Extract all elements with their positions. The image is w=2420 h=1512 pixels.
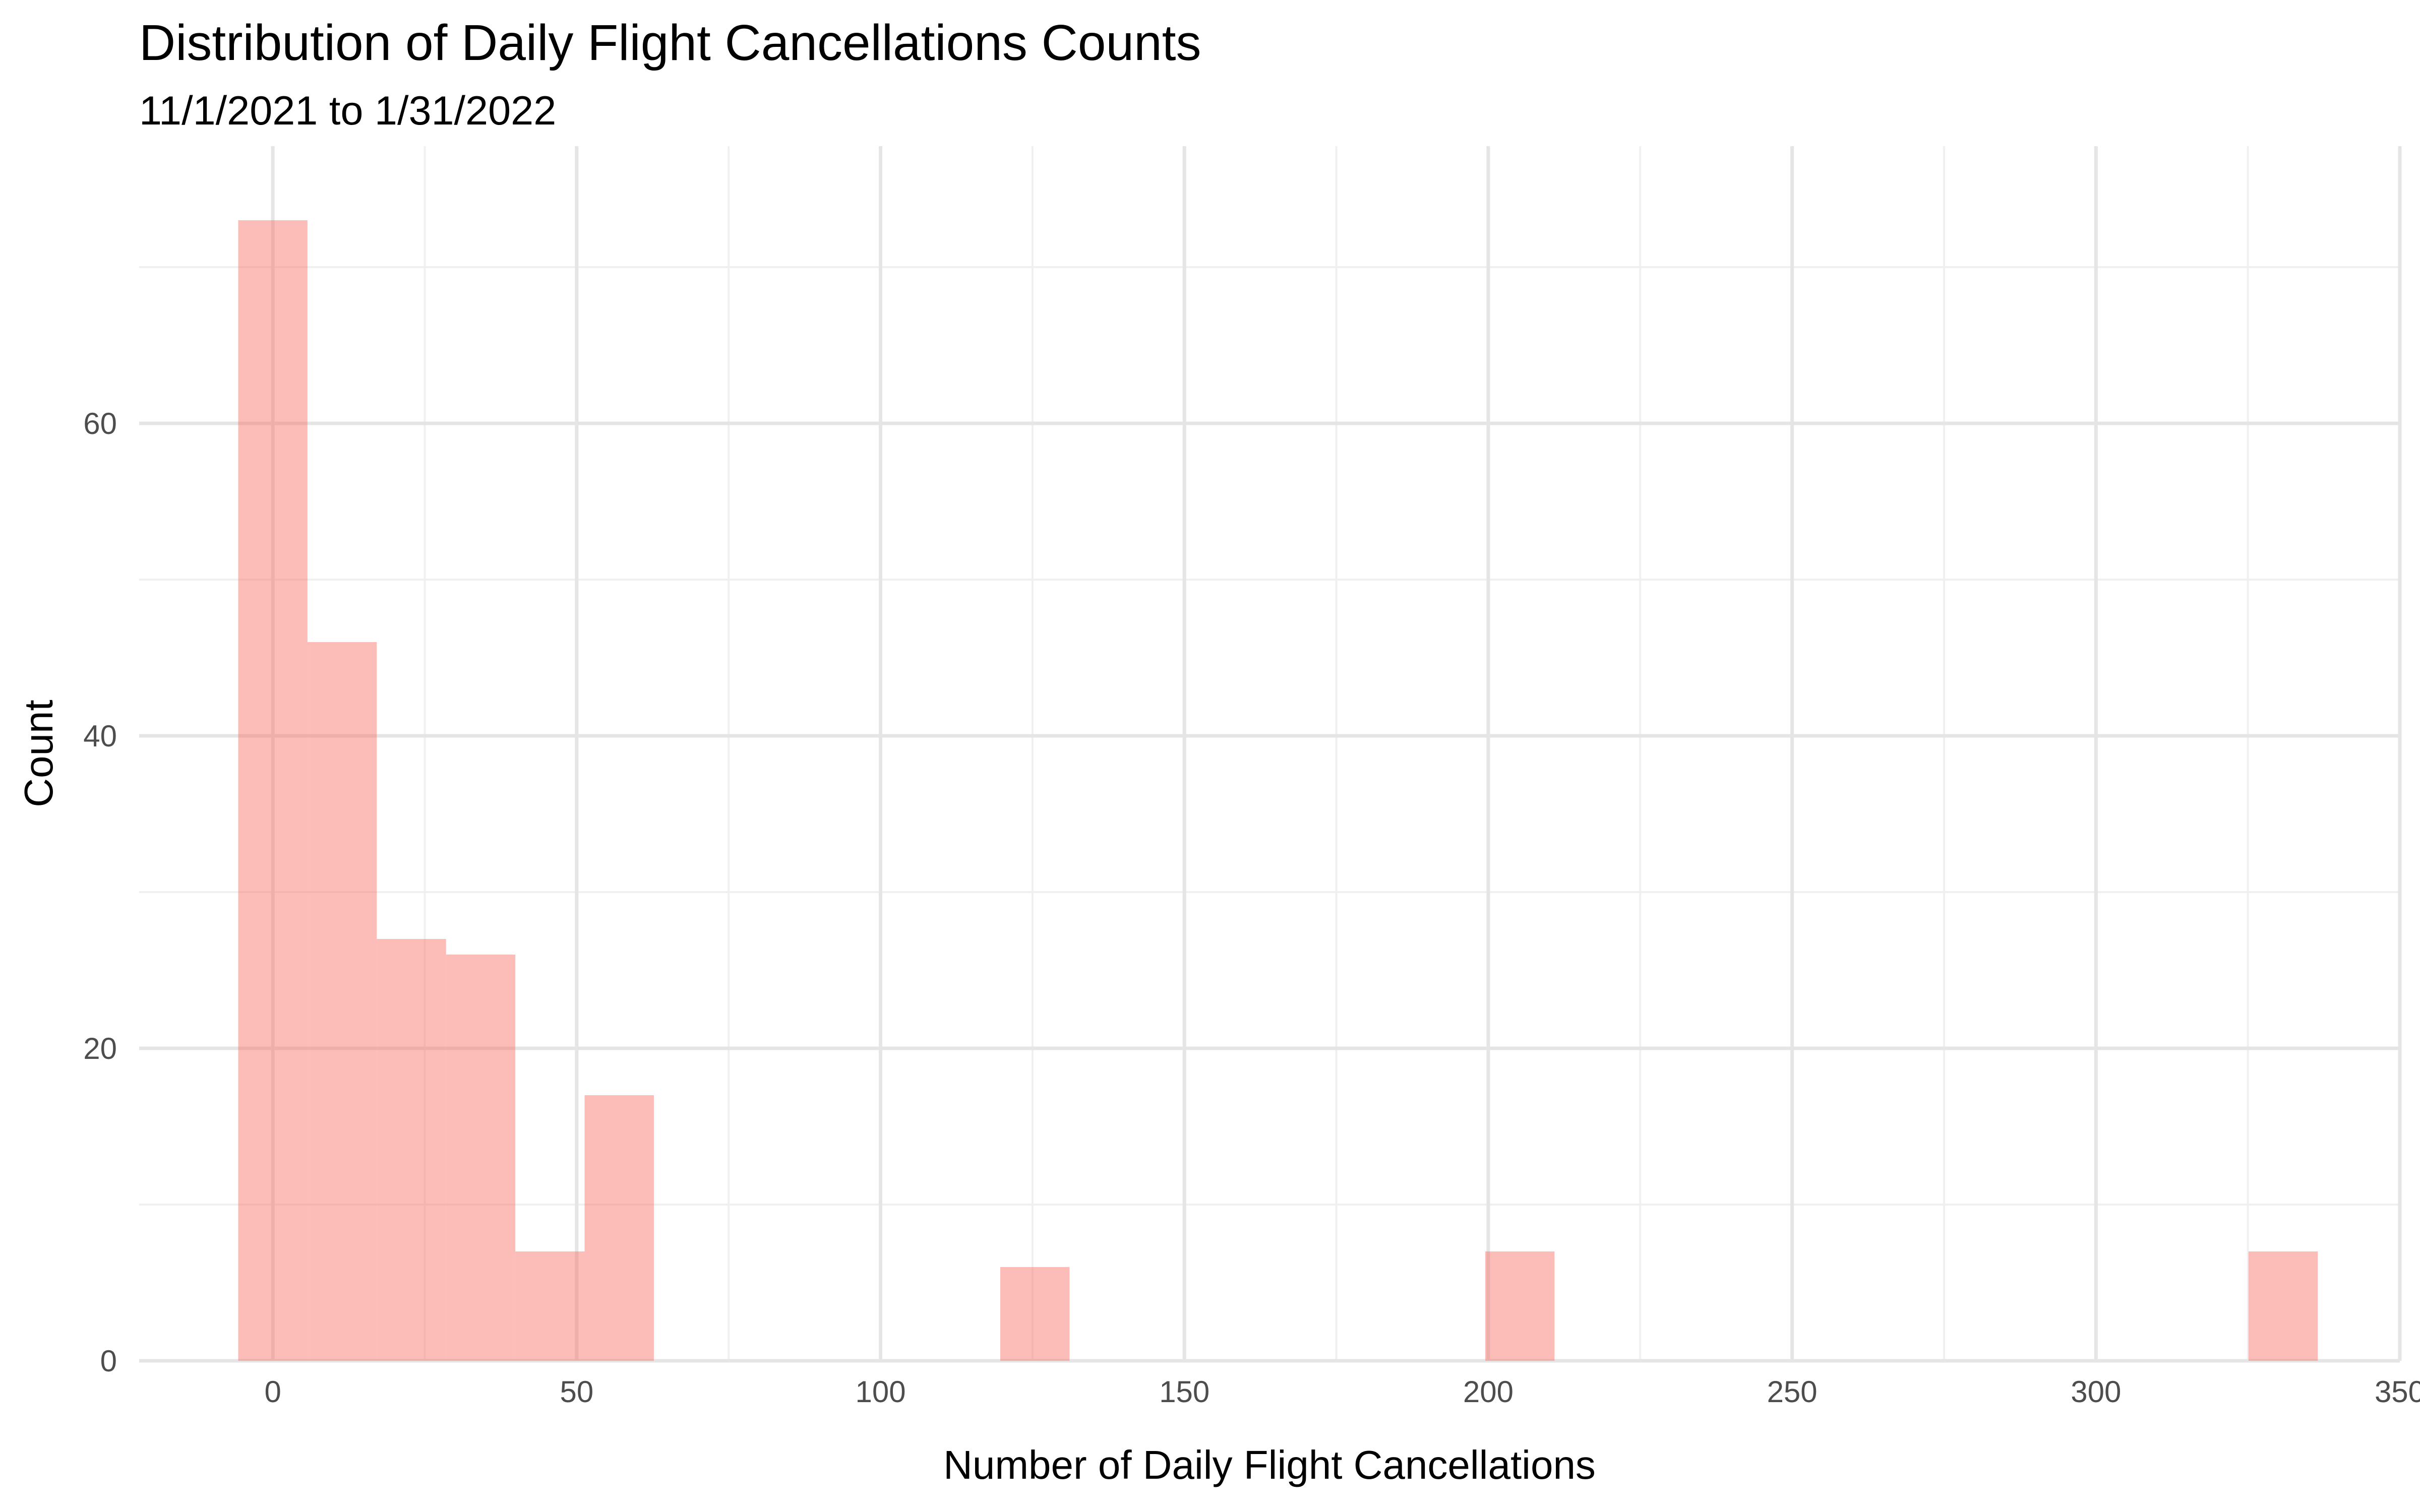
x-tick-label: 150	[1159, 1375, 1209, 1409]
x-axis-tick-labels: 0 50 100 150 200 250 300 350	[264, 1375, 2420, 1409]
y-tick-label: 0	[100, 1344, 117, 1378]
x-tick-label: 100	[856, 1375, 906, 1409]
histogram-bar	[584, 1095, 654, 1361]
histogram-bar	[1000, 1267, 1070, 1361]
minor-gridlines	[139, 146, 2400, 1361]
chart-subtitle: 11/1/2021 to 1/31/2022	[139, 88, 557, 134]
histogram-bar	[515, 1251, 585, 1361]
major-gridlines	[139, 146, 2402, 1363]
chart-title: Distribution of Daily Flight Cancellatio…	[139, 15, 1201, 71]
histogram-bar	[307, 642, 377, 1361]
x-tick-label: 200	[1463, 1375, 1514, 1409]
y-axis-tick-labels: 0 20 40 60	[83, 407, 117, 1378]
x-tick-label: 300	[2071, 1375, 2121, 1409]
y-tick-label: 20	[83, 1032, 117, 1065]
y-tick-label: 40	[83, 719, 117, 753]
histogram-bar	[1485, 1251, 1555, 1361]
histogram-bar	[446, 955, 516, 1361]
y-axis-title: Count	[16, 700, 61, 807]
y-tick-label: 60	[83, 407, 117, 440]
histogram-bar	[377, 939, 446, 1361]
x-tick-label: 0	[264, 1375, 281, 1409]
histogram-bar	[2248, 1251, 2318, 1361]
histogram-bars	[238, 220, 2318, 1361]
x-tick-label: 50	[560, 1375, 593, 1409]
x-tick-label: 350	[2375, 1375, 2420, 1409]
x-axis-title: Number of Daily Flight Cancellations	[943, 1442, 1596, 1487]
x-tick-label: 250	[1767, 1375, 1818, 1409]
histogram-bar	[238, 220, 308, 1361]
